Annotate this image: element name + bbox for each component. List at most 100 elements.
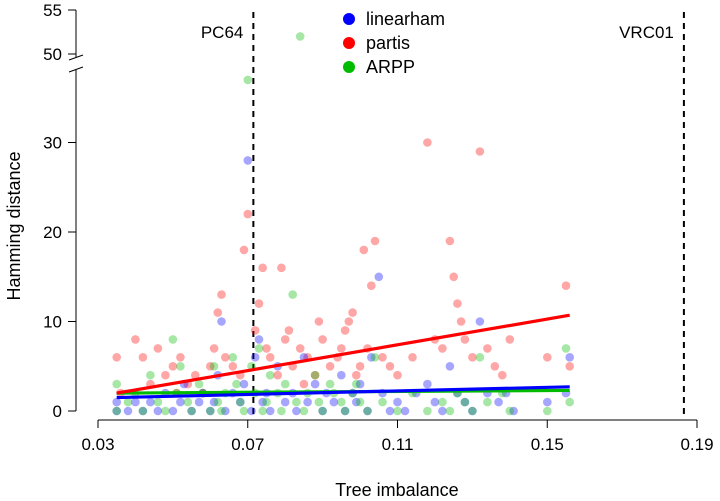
data-points — [112, 32, 574, 416]
point-partis — [490, 362, 500, 371]
y-axis-title: Hamming distance — [4, 151, 24, 300]
x-ticks: 0.03 0.07 0.11 0.15 0.19 — [81, 420, 714, 454]
point-arpp — [228, 353, 238, 362]
point-arpp — [483, 397, 492, 407]
point-partis — [176, 353, 185, 362]
point-linearham — [438, 406, 447, 416]
y-tick-label: 55 — [43, 1, 62, 20]
point-partis — [352, 370, 361, 380]
y-tick-label: 30 — [43, 134, 62, 153]
point-arpp — [280, 379, 290, 389]
point-arpp — [217, 406, 226, 416]
y-ticks: 0 10 20 30 50 55 — [43, 1, 76, 421]
point-partis — [217, 290, 226, 299]
point-linearham — [340, 406, 350, 416]
point-linearham — [123, 406, 133, 416]
x-axis-title: Tree imbalance — [335, 480, 458, 500]
point-partis — [221, 353, 230, 362]
point-linearham — [168, 406, 178, 416]
point-partis — [254, 299, 264, 308]
point-arpp — [194, 379, 204, 389]
trend-lines — [116, 313, 570, 400]
point-linearham — [385, 406, 395, 416]
point-linearham — [194, 397, 204, 407]
point-arpp — [254, 344, 264, 353]
point-partis — [423, 138, 432, 147]
point-partis — [344, 317, 354, 326]
point-arpp — [112, 406, 121, 416]
point-arpp — [277, 406, 286, 416]
point-partis — [161, 370, 170, 380]
point-linearham — [138, 406, 148, 416]
point-partis — [310, 370, 320, 380]
point-partis — [408, 353, 417, 362]
point-arpp — [505, 406, 515, 416]
point-linearham — [187, 406, 196, 416]
point-arpp — [445, 406, 455, 416]
point-partis — [348, 308, 357, 317]
point-arpp — [355, 397, 365, 407]
point-arpp — [423, 406, 432, 416]
reference-line-label: PC64 — [201, 23, 244, 42]
point-linearham — [239, 379, 249, 389]
point-linearham — [393, 397, 402, 407]
point-partis — [209, 344, 219, 353]
legend-label-partis: partis — [366, 33, 410, 53]
point-arpp — [112, 379, 121, 389]
point-partis — [475, 147, 485, 156]
point-linearham — [250, 353, 260, 362]
point-linearham — [292, 406, 301, 416]
point-partis — [131, 335, 140, 344]
point-arpp — [168, 335, 178, 344]
point-linearham — [543, 397, 552, 407]
point-linearham — [400, 406, 410, 416]
point-arpp — [543, 406, 552, 416]
point-partis — [505, 335, 515, 344]
point-linearham — [329, 397, 339, 407]
axis-break-marks — [68, 54, 84, 73]
point-linearham — [206, 406, 215, 416]
point-linearham — [460, 397, 470, 407]
point-linearham — [254, 335, 264, 344]
point-arpp — [232, 379, 241, 389]
point-partis — [206, 362, 215, 371]
point-linearham — [310, 379, 320, 389]
point-linearham — [374, 272, 384, 282]
point-partis — [460, 335, 470, 344]
y-tick-label: 0 — [53, 402, 62, 421]
reference-lines: PC64 VRC01 — [201, 12, 685, 416]
point-partis — [314, 317, 324, 326]
point-partis — [370, 236, 380, 246]
point-arpp — [460, 397, 470, 407]
x-tick-label: 0.15 — [531, 435, 564, 454]
point-arpp — [206, 406, 215, 416]
reference-line-label: VRC01 — [619, 23, 674, 42]
point-partis — [153, 344, 163, 353]
point-partis — [438, 344, 447, 353]
point-partis — [340, 326, 350, 335]
point-partis — [337, 344, 346, 353]
axes: 0.03 0.07 0.11 0.15 0.19 0 10 20 30 50 55 — [43, 1, 713, 454]
point-partis — [138, 353, 148, 362]
point-arpp — [123, 397, 133, 407]
point-linearham — [468, 406, 477, 416]
trend-line-partis — [116, 313, 570, 395]
point-linearham — [337, 370, 346, 380]
point-arpp — [438, 397, 447, 407]
point-linearham — [352, 397, 361, 407]
point-arpp — [325, 379, 335, 389]
point-partis — [385, 362, 395, 371]
point-arpp — [475, 353, 485, 362]
point-partis — [243, 209, 253, 219]
point-arpp — [236, 397, 245, 407]
point-arpp — [318, 406, 327, 416]
point-arpp — [161, 406, 170, 416]
point-arpp — [561, 344, 571, 353]
point-partis — [168, 362, 178, 371]
point-linearham — [423, 379, 432, 389]
point-partis — [445, 236, 455, 246]
point-arpp — [183, 397, 193, 407]
point-linearham — [475, 317, 485, 326]
point-partis — [565, 362, 574, 371]
